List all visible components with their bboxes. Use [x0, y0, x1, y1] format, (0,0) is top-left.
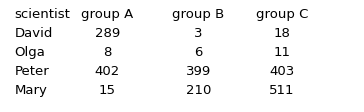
- Text: 511: 511: [269, 84, 295, 97]
- Text: group B: group B: [172, 8, 225, 21]
- Text: 289: 289: [95, 27, 120, 40]
- Text: 210: 210: [186, 84, 211, 97]
- Text: 402: 402: [95, 65, 120, 78]
- Text: 8: 8: [103, 46, 112, 59]
- Text: 15: 15: [99, 84, 116, 97]
- Text: 18: 18: [274, 27, 290, 40]
- Text: 11: 11: [274, 46, 290, 59]
- Text: 3: 3: [194, 27, 203, 40]
- Text: Mary: Mary: [15, 84, 47, 97]
- Text: 6: 6: [194, 46, 203, 59]
- Text: group A: group A: [81, 8, 134, 21]
- Text: scientist: scientist: [15, 8, 71, 21]
- Text: Peter: Peter: [15, 65, 49, 78]
- Text: Olga: Olga: [15, 46, 46, 59]
- Text: group C: group C: [256, 8, 308, 21]
- Text: 399: 399: [186, 65, 211, 78]
- Text: David: David: [15, 27, 53, 40]
- Text: 403: 403: [269, 65, 295, 78]
